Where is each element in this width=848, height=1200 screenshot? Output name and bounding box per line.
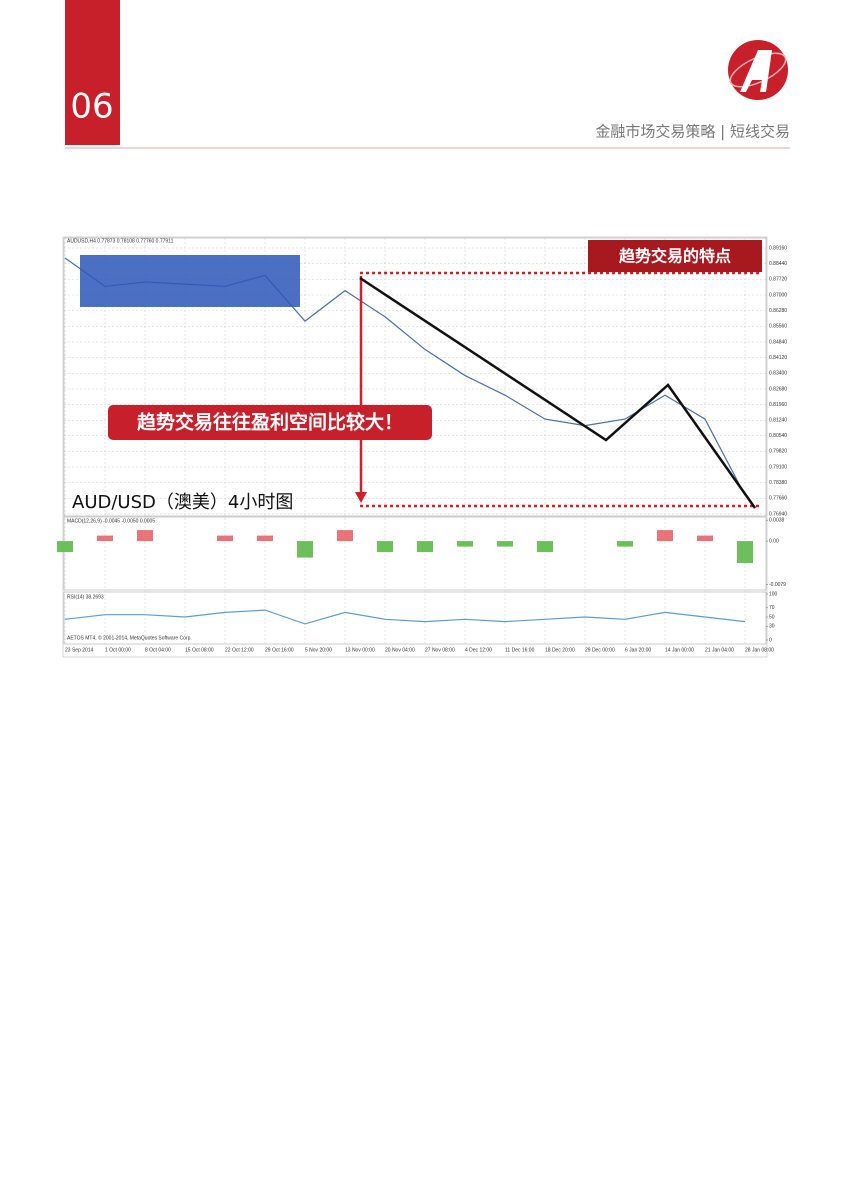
y-tick-label: 0.0038 <box>769 518 785 524</box>
bar <box>417 541 433 553</box>
y-tick-label: 0.82680 <box>769 386 787 392</box>
x-tick-label: 1 Oct 00:00 <box>105 647 131 653</box>
bar <box>337 530 353 542</box>
x-tick-label: 11 Dec 16:00 <box>505 647 535 653</box>
y-tick-label: 0.84840 <box>769 339 787 345</box>
macd-panel <box>63 516 767 591</box>
trend-lines <box>359 276 757 509</box>
bar <box>217 535 233 542</box>
arrow-head <box>355 492 367 503</box>
x-tick-label: 8 Oct 04:00 <box>145 647 171 653</box>
y-tick-label: 30 <box>769 624 775 630</box>
bar <box>257 535 273 542</box>
callout-box <box>108 405 432 440</box>
y-tick-label: -0.0079 <box>769 582 786 588</box>
y-tick-label: 0.77660 <box>769 496 787 502</box>
panel-title: RSI(14) 38.2693 <box>67 594 104 600</box>
y-tick-label: 0.87000 <box>769 292 787 298</box>
panel-title: AUDUSD,H4 0.77873 0.78108 0.77760 0.7791… <box>67 238 174 244</box>
bar <box>697 535 713 542</box>
y-tick-label: 0.87720 <box>769 277 787 283</box>
y-tick-label: 0.78380 <box>769 480 787 486</box>
x-tick-label: 15 Oct 08:00 <box>185 647 214 653</box>
x-tick-label: 28 Jan 08:00 <box>745 647 774 653</box>
x-tick-label: 4 Dec 12:00 <box>465 647 492 653</box>
rsi-panel <box>63 591 767 645</box>
bar <box>57 541 73 553</box>
x-tick-label: 18 Dec 20:00 <box>545 647 575 653</box>
bar <box>737 541 753 564</box>
y-tick-label: 50 <box>769 614 775 620</box>
series-line <box>64 609 746 625</box>
y-tick-label: 0.81240 <box>769 418 787 424</box>
y-tick-label: 0.86280 <box>769 308 787 314</box>
range-highlight <box>80 255 300 307</box>
y-tick-label: 0.88440 <box>769 261 787 267</box>
bar <box>617 541 633 547</box>
y-tick-label: 0.76940 <box>769 511 787 517</box>
x-tick-label: 23 Sep 2014 <box>65 647 94 653</box>
bar <box>297 541 313 558</box>
logo <box>728 40 788 100</box>
panel-title: MACD(12,26,9) -0.0045 -0.0050 0.0005 <box>67 518 155 524</box>
y-tick-label: 0.80540 <box>769 433 787 439</box>
y-tick-label: 0.79820 <box>769 449 787 455</box>
x-tick-label: 27 Nov 08:00 <box>425 647 455 653</box>
x-tick-label: 22 Oct 12:00 <box>225 647 254 653</box>
bar <box>657 530 673 542</box>
tag-box <box>588 240 762 272</box>
x-tick-label: 20 Nov 04:00 <box>385 647 415 653</box>
y-tick-label: 0.79100 <box>769 464 787 470</box>
bar <box>377 541 393 553</box>
y-tick-label: 0.84120 <box>769 355 787 361</box>
price-panel <box>63 237 767 517</box>
copyright: AETOS MT4, © 2001-2014, MetaQuotes Softw… <box>67 634 192 641</box>
x-tick-label: 29 Oct 16:00 <box>265 647 294 653</box>
y-tick-label: 0.89160 <box>769 245 787 251</box>
y-tick-label: 0.85560 <box>769 324 787 330</box>
tag-text: 趋势交易的特点 <box>619 247 731 266</box>
y-tick-label: 0 <box>769 637 772 643</box>
x-tick-label: 29 Dec 00:00 <box>585 647 615 653</box>
x-tick-label: 21 Jan 04:00 <box>705 647 734 653</box>
x-tick-label: 14 Jan 00:00 <box>665 647 694 653</box>
x-tick-label: 6 Jan 20:00 <box>625 647 651 653</box>
y-tick-label: 70 <box>769 605 775 611</box>
bar <box>137 530 153 542</box>
chart-caption: AUD/USD（澳美）4小时图 <box>72 492 293 513</box>
bar <box>537 541 553 553</box>
page-number: 06 <box>70 87 113 127</box>
callout-text: 趋势交易往往盈利空间比较大！ <box>137 411 403 434</box>
y-tick-label: 0.81960 <box>769 402 787 408</box>
page-number-block <box>65 0 120 145</box>
bar <box>97 535 113 542</box>
y-tick-label: 0.00 <box>769 538 779 544</box>
y-tick-label: 100 <box>769 591 778 597</box>
bar <box>497 541 513 547</box>
x-tick-label: 13 Nov 00:00 <box>345 647 375 653</box>
y-tick-label: 0.83400 <box>769 371 787 377</box>
x-tick-label: 5 Nov 20:00 <box>305 647 332 653</box>
bar <box>457 541 473 547</box>
section-title: 金融市场交易策略 | 短线交易 <box>595 123 790 141</box>
